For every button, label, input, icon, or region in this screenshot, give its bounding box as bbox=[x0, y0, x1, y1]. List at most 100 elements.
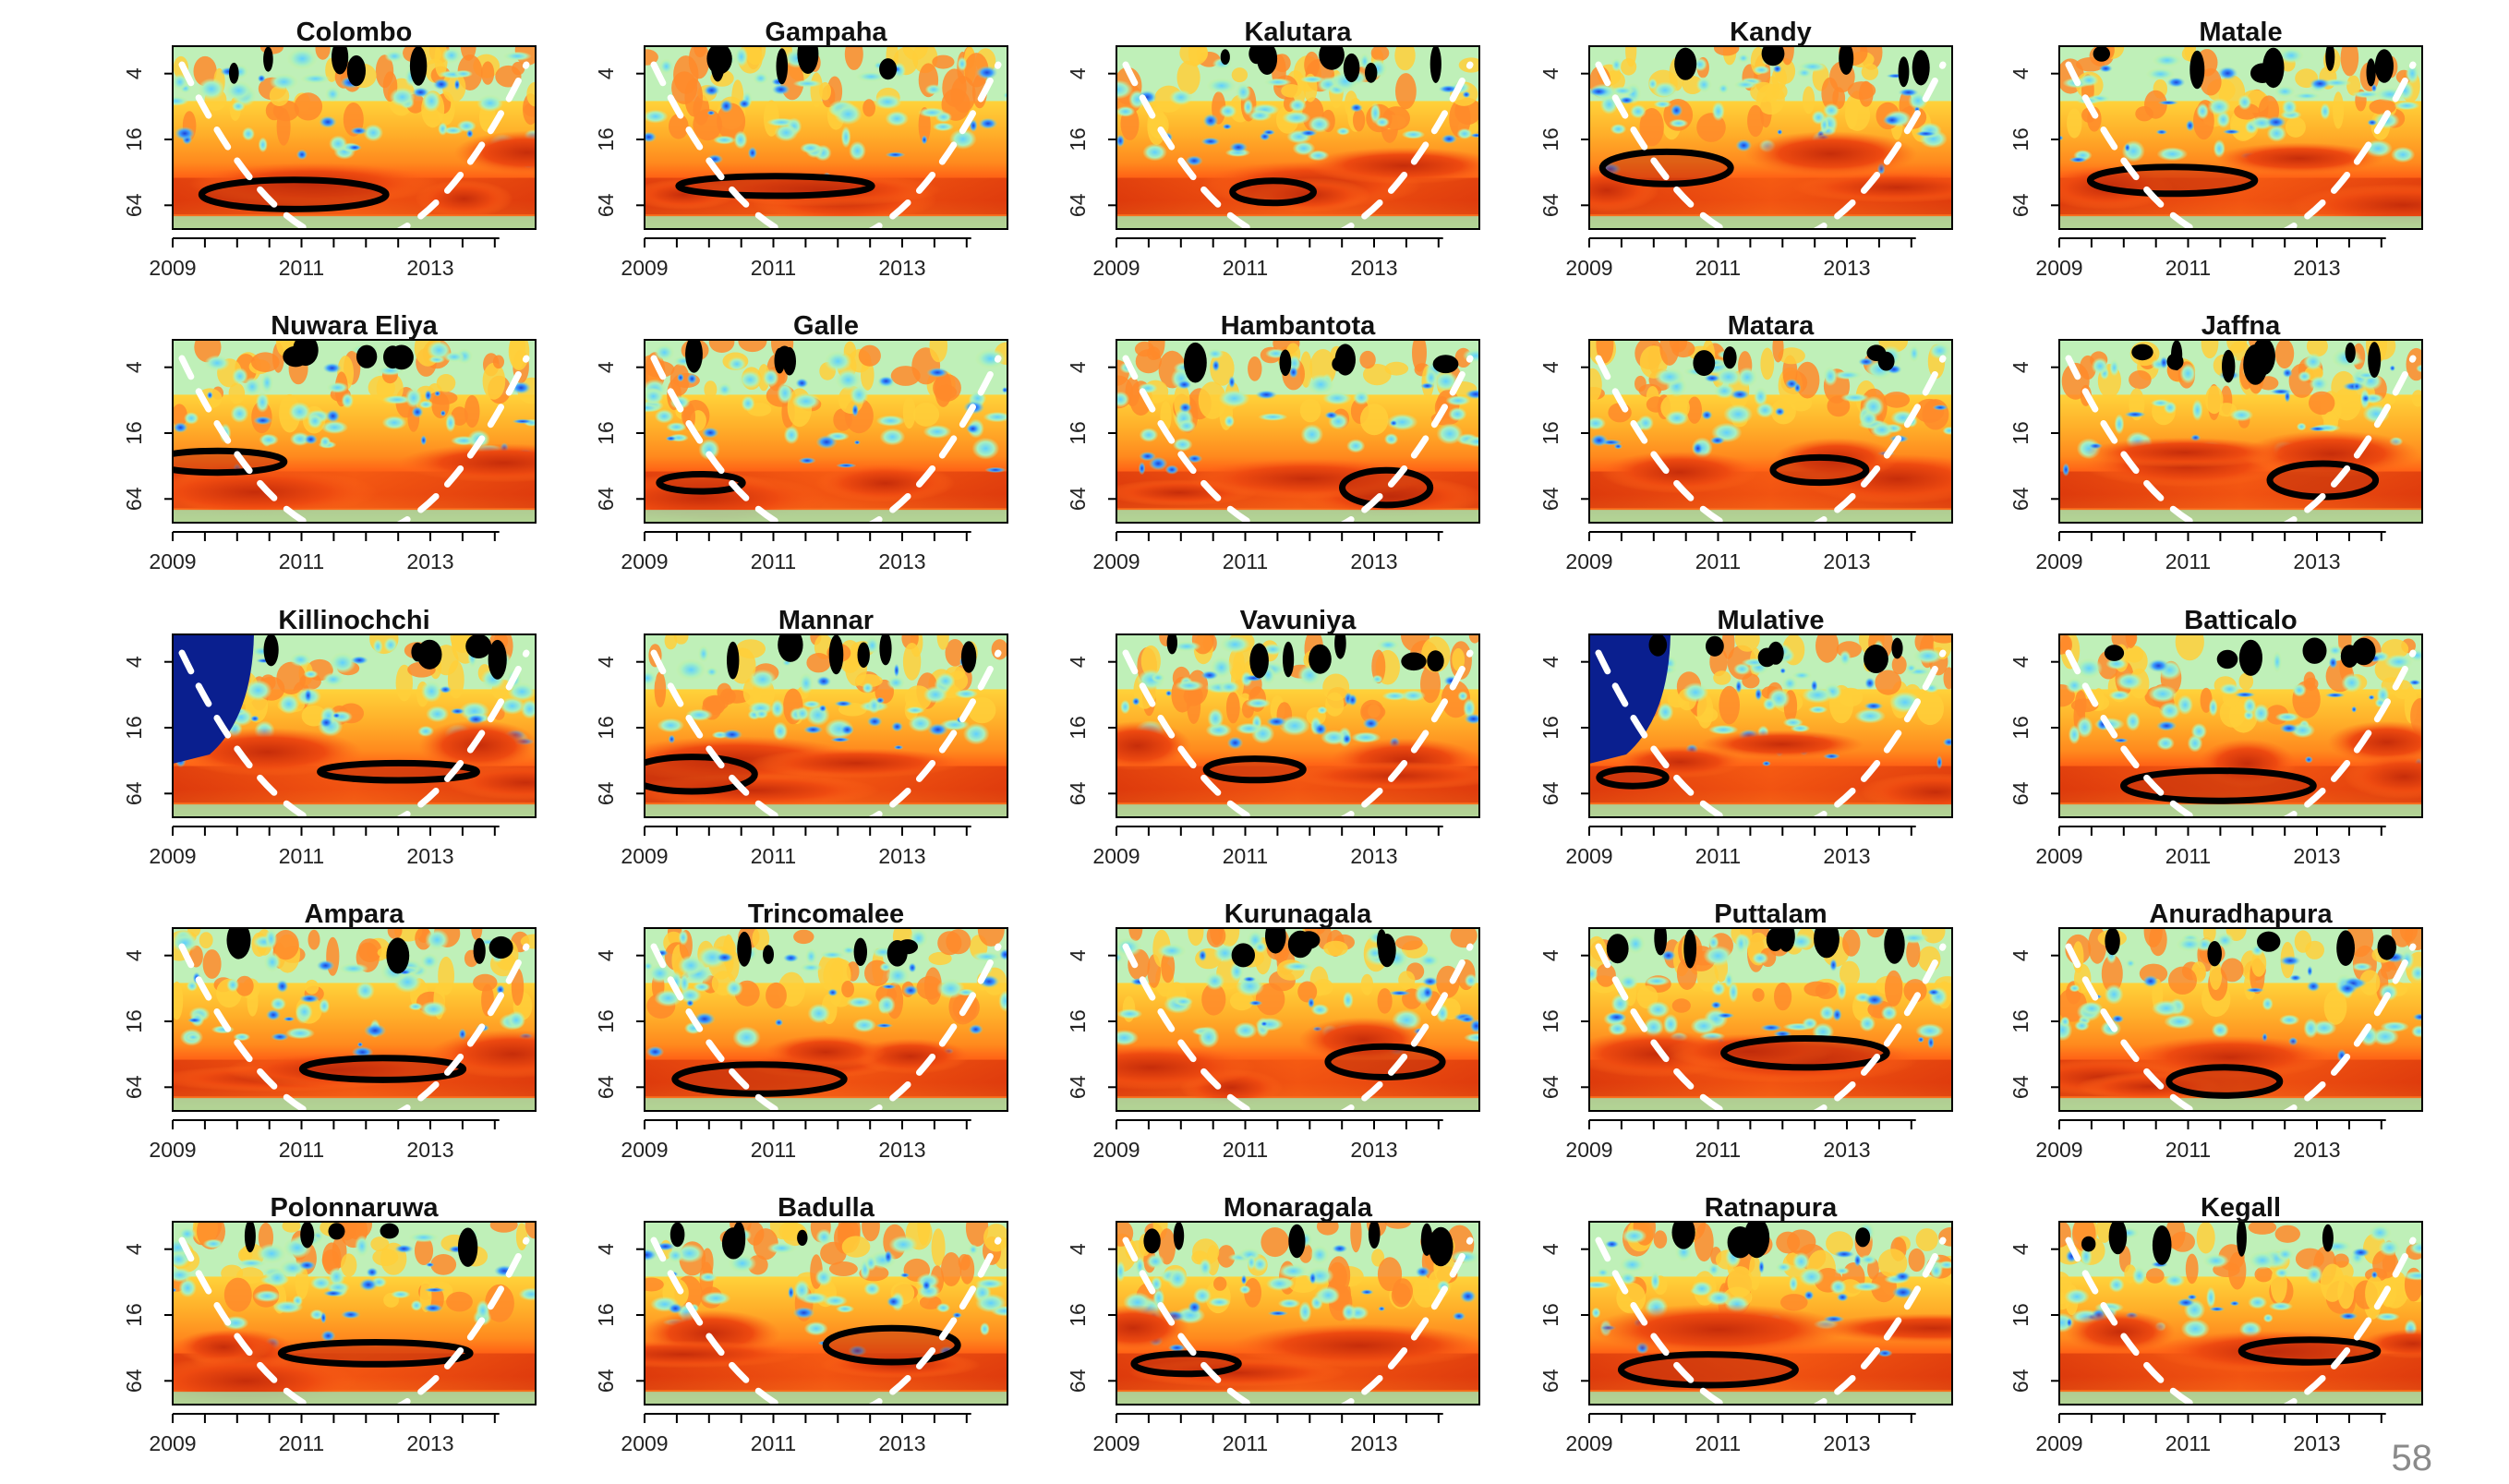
wavelet-panel: Killinochchi 4 16 64 2009 2011 2013 bbox=[122, 606, 537, 868]
y-tick-label: 64 bbox=[2008, 193, 2033, 217]
y-tick-label: 16 bbox=[1538, 421, 1562, 445]
y-tick-label: 16 bbox=[2008, 716, 2033, 740]
cone-of-influence bbox=[1122, 943, 1474, 1111]
panel-frame bbox=[2058, 1221, 2423, 1406]
wavelet-panel: Ratnapura 4 16 64 2009 2011 2013 bbox=[1538, 1193, 1953, 1455]
wavelet-panel: Mannar 4 16 64 2009 2011 2013 bbox=[594, 606, 1008, 868]
significance-blob bbox=[853, 937, 867, 966]
cone-of-influence bbox=[178, 1237, 530, 1405]
significance-blob bbox=[1166, 634, 1177, 655]
significance-blob bbox=[1891, 637, 1903, 659]
cone-of-influence bbox=[2065, 1237, 2417, 1405]
x-tick-label: 2011 bbox=[1223, 844, 1268, 868]
x-tick-label: 2011 bbox=[1223, 1431, 1268, 1455]
significance-contour bbox=[1769, 453, 1870, 487]
cone-of-influence bbox=[178, 355, 530, 523]
significance-blob bbox=[1401, 652, 1427, 671]
panel-frame bbox=[1588, 1221, 1953, 1406]
wavelet-panel: Trincomalee 4 16 64 2009 2011 2013 bbox=[594, 899, 1008, 1162]
y-tick-label: 4 bbox=[2008, 949, 2033, 961]
x-tick-label: 2009 bbox=[1092, 256, 1140, 280]
cone-of-influence bbox=[1595, 943, 1947, 1111]
y-tick-label: 64 bbox=[1538, 781, 1562, 805]
cone-of-influence bbox=[1595, 1237, 1947, 1405]
panels-layer: Colombo 4 16 64 2009 2011 2013 Gampaha 4 16 64 2009… bbox=[122, 18, 2423, 1455]
x-tick-label: 2009 bbox=[621, 1138, 668, 1162]
significance-contour bbox=[1324, 1043, 1446, 1081]
y-tick-label: 4 bbox=[2008, 361, 2033, 373]
x-tick-label: 2013 bbox=[1350, 549, 1397, 573]
significance-blob bbox=[1287, 930, 1313, 959]
panel-title: Monaragala bbox=[1224, 1193, 1373, 1223]
significance-blob bbox=[489, 935, 513, 959]
significance-contour bbox=[671, 1061, 848, 1097]
significance-blob bbox=[1319, 46, 1345, 70]
significance-blob bbox=[1683, 929, 1697, 969]
panel-frame bbox=[1116, 633, 1480, 818]
power-spectrum-area bbox=[2059, 1222, 2422, 1405]
panel-title: Puttalam bbox=[1714, 899, 1827, 929]
significance-blob bbox=[2105, 928, 2120, 956]
significance-blob bbox=[386, 937, 410, 974]
cone-of-influence bbox=[2065, 943, 2417, 1111]
y-tick-label: 64 bbox=[1066, 193, 1090, 217]
significance-blob bbox=[1743, 1222, 1770, 1259]
y-tick-label: 16 bbox=[122, 127, 146, 151]
cone-of-influence bbox=[650, 649, 1002, 817]
significance-contour bbox=[1617, 1351, 1799, 1389]
y-tick-label: 64 bbox=[2008, 1075, 2033, 1099]
x-tick-label: 2011 bbox=[2165, 1138, 2211, 1162]
wavelet-panel: Anuradhapura 4 16 64 2009 2011 2013 bbox=[2008, 899, 2423, 1162]
significance-blob bbox=[1898, 56, 1910, 88]
power-spectrum-area bbox=[173, 46, 536, 229]
significance-blob bbox=[2251, 340, 2275, 376]
y-tick-label: 4 bbox=[1066, 67, 1090, 79]
power-spectrum-area bbox=[1116, 928, 1479, 1111]
x-tick-label: 2013 bbox=[2293, 1138, 2340, 1162]
significance-blob bbox=[409, 46, 428, 86]
y-tick-label: 16 bbox=[1066, 421, 1090, 445]
significance-blob bbox=[1265, 928, 1286, 954]
significance-blob bbox=[2377, 935, 2396, 960]
significance-blob bbox=[411, 642, 425, 662]
y-tick-label: 16 bbox=[2008, 1009, 2033, 1033]
significance-blob bbox=[263, 634, 279, 667]
significance-blob bbox=[774, 347, 786, 374]
panel-frame bbox=[644, 339, 1008, 524]
significance-blob bbox=[1674, 47, 1697, 80]
panel-title: Anuradhapura bbox=[2149, 899, 2333, 929]
panel-frame bbox=[644, 45, 1008, 230]
significance-blob bbox=[1429, 46, 1441, 83]
x-tick-label: 2011 bbox=[2165, 549, 2211, 573]
wavelet-panel: Monaragala 4 16 64 2009 2011 2013 bbox=[1066, 1193, 1480, 1455]
y-tick-label: 64 bbox=[1066, 1075, 1090, 1099]
x-tick-label: 2011 bbox=[1223, 1138, 1268, 1162]
significance-blob bbox=[457, 1227, 478, 1267]
x-tick-label: 2011 bbox=[2165, 844, 2211, 868]
y-tick-label: 4 bbox=[594, 67, 618, 79]
significance-blob bbox=[1654, 928, 1668, 956]
significance-blob bbox=[2237, 1222, 2247, 1257]
y-tick-label: 4 bbox=[122, 656, 146, 668]
significance-blob bbox=[263, 46, 273, 72]
panel-frame bbox=[2058, 339, 2423, 524]
cone-of-influence bbox=[178, 649, 530, 817]
significance-blob bbox=[2322, 1224, 2334, 1252]
x-tick-label: 2009 bbox=[1092, 1431, 1140, 1455]
cone-of-influence bbox=[178, 61, 530, 229]
y-tick-label: 4 bbox=[2008, 656, 2033, 668]
panel-frame bbox=[172, 1221, 537, 1406]
y-tick-label: 16 bbox=[122, 1009, 146, 1033]
significance-blob bbox=[797, 1229, 808, 1246]
panel-frame bbox=[172, 45, 537, 230]
panel-frame bbox=[1116, 927, 1480, 1112]
y-tick-label: 16 bbox=[2008, 421, 2033, 445]
significance-blob bbox=[1693, 350, 1716, 377]
x-tick-label: 2009 bbox=[1092, 549, 1140, 573]
significance-blob bbox=[1432, 355, 1459, 374]
y-tick-label: 4 bbox=[594, 656, 618, 668]
significance-blob bbox=[1231, 943, 1256, 968]
power-spectrum-area bbox=[2059, 340, 2422, 523]
x-tick-label: 2013 bbox=[1350, 256, 1397, 280]
